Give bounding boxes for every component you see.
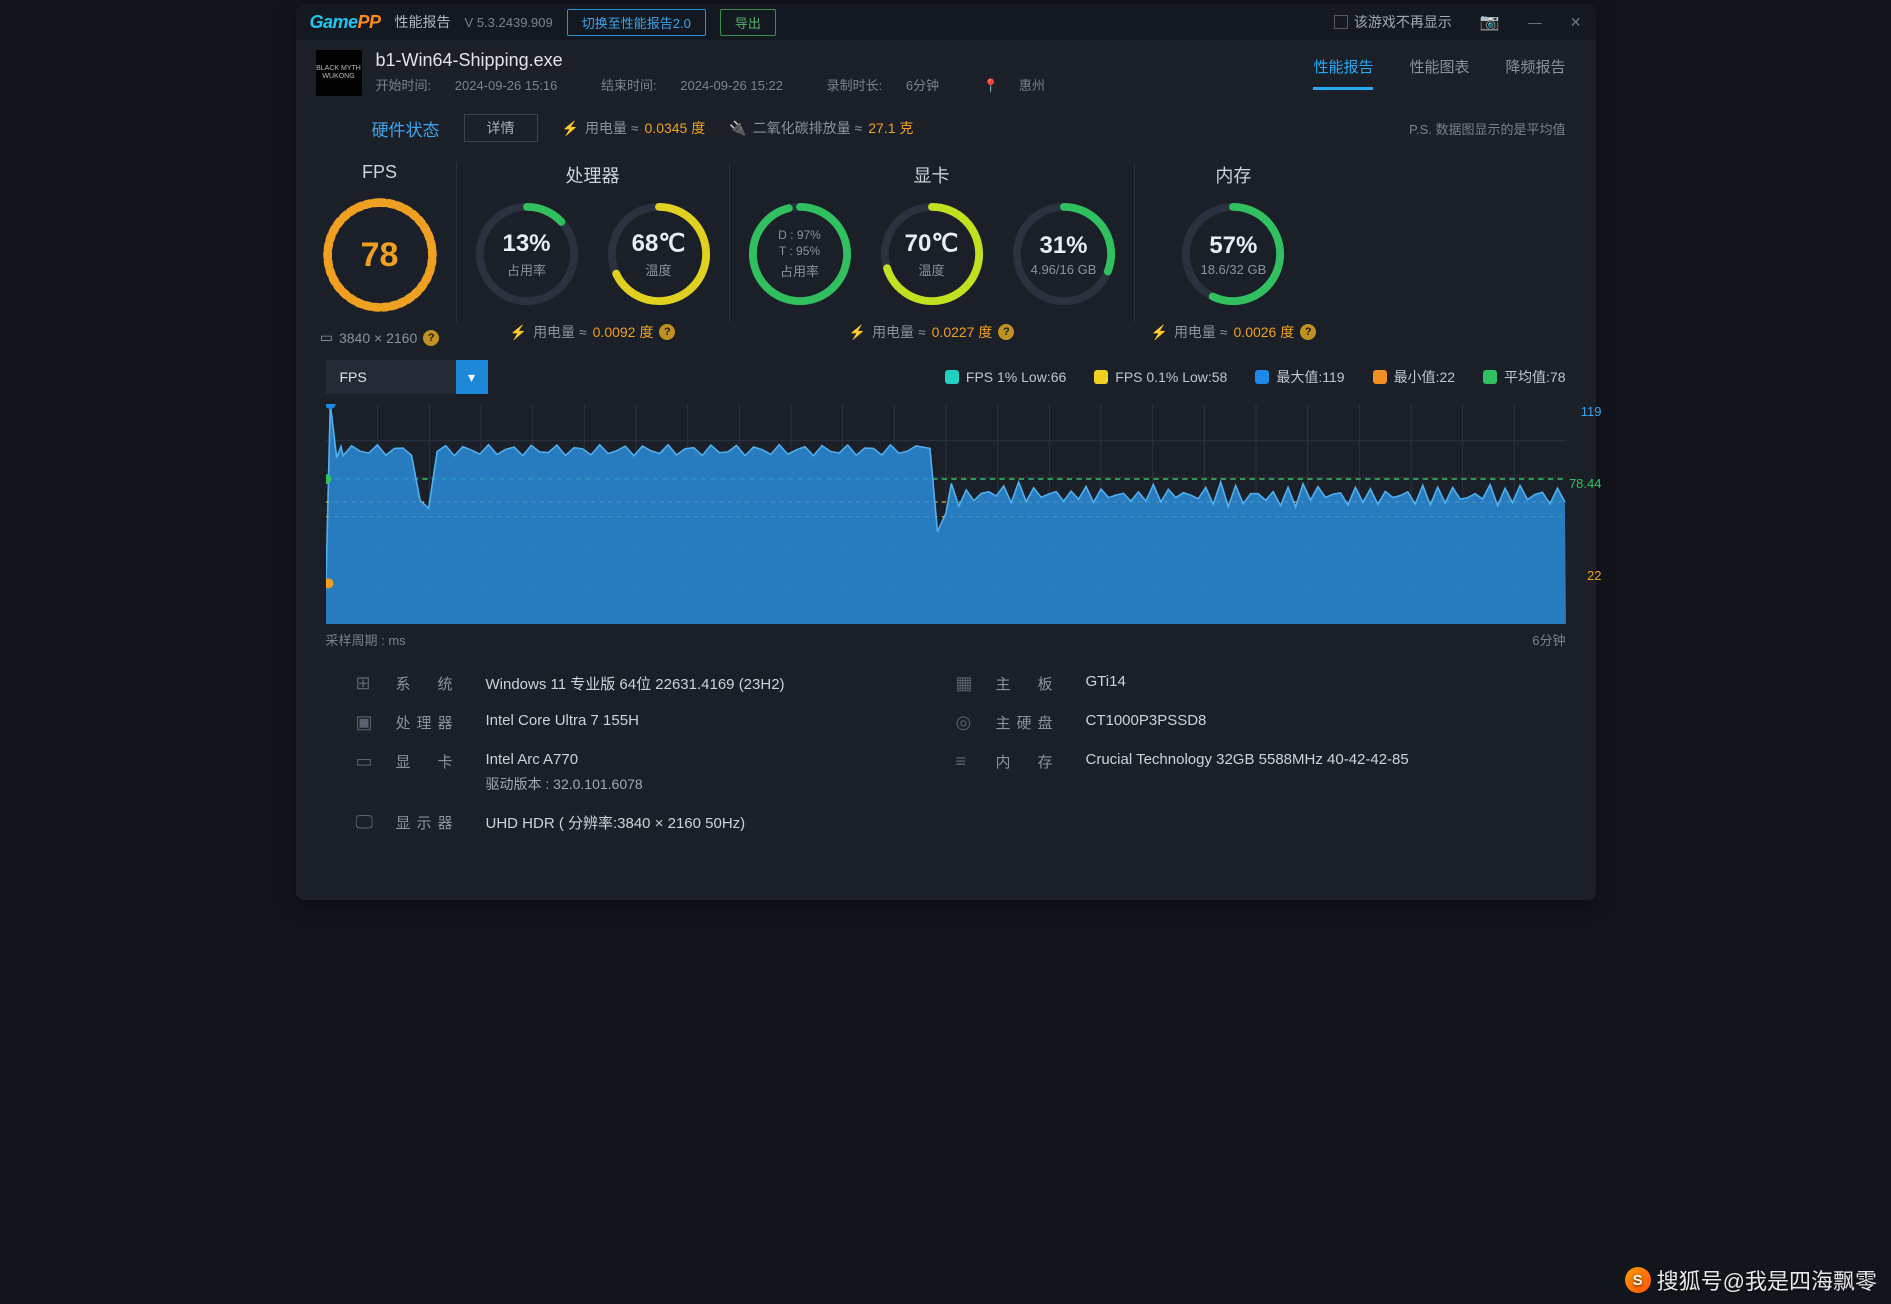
help-icon[interactable]: ? — [1300, 324, 1316, 340]
gauge: 70℃温度 — [878, 200, 986, 308]
ssd-value: CT1000P3PSSD8 — [1086, 712, 1556, 729]
fps-chart: 119 78.44 22 — [326, 404, 1566, 624]
cpu-group: 处理器13%占用率68℃温度⚡ 用电量 ≈ 0.0092 度 ? — [473, 162, 713, 342]
report-title: 性能报告 — [395, 12, 451, 32]
version-text: V 5.3.2439.909 — [465, 15, 553, 30]
memory-group: 内存57%18.6/32 GB⚡ 用电量 ≈ 0.0026 度 ? — [1151, 162, 1317, 342]
y-axis-max: 119 — [1581, 404, 1602, 419]
memory-label: 内 存 — [996, 751, 1086, 772]
motherboard-icon: ▦ — [956, 673, 996, 694]
legend-01pct-low: FPS 0.1% Low:58 — [1094, 369, 1227, 385]
plug-icon: 🔌 — [729, 120, 746, 137]
gpu-icon: ▭ — [356, 751, 396, 772]
legend-min: 最小值:22 — [1373, 367, 1455, 387]
detail-button[interactable]: 详情 — [464, 114, 538, 142]
ps-note: P.S. 数据图显示的是平均值 — [1409, 119, 1566, 138]
display-value: UHD HDR ( 分辨率:3840 × 2160 50Hz) — [486, 812, 956, 833]
display-icon: 🖵 — [356, 812, 396, 833]
resolution-icon: ▭ — [320, 329, 333, 346]
gauge: 13%占用率 — [473, 200, 581, 308]
os-value: Windows 11 专业版 64位 22631.4169 (23H2) — [486, 673, 956, 694]
minimize-icon[interactable]: — — [1528, 14, 1542, 30]
gauge: 68℃温度 — [605, 200, 713, 308]
legend-max: 最大值:119 — [1255, 367, 1344, 387]
gauge: 57%18.6/32 GB — [1179, 200, 1287, 308]
export-button[interactable]: 导出 — [720, 9, 776, 36]
gauge: 31%4.96/16 GB — [1010, 200, 1118, 308]
memory-icon: ≡ — [956, 751, 996, 772]
chart-x-left: 采样周期 : ms — [326, 630, 406, 649]
display-label: 显示器 — [396, 812, 486, 833]
gauge: 78 — [320, 195, 440, 315]
watermark: S搜狐号@我是四海飘零 — [1625, 1264, 1877, 1296]
bolt-icon: ⚡ — [849, 324, 866, 341]
legend-avg: 平均值:78 — [1483, 367, 1565, 387]
motherboard-label: 主 板 — [996, 673, 1086, 694]
cpu-value: Intel Core Ultra 7 155H — [486, 712, 956, 729]
bolt-icon: ⚡ — [510, 324, 527, 341]
y-axis-avg: 78.44 — [1569, 476, 1602, 491]
exe-name: b1-Win64-Shipping.exe — [376, 50, 1300, 71]
gpu-value: Intel Arc A770驱动版本 : 32.0.101.6078 — [486, 751, 956, 794]
help-icon[interactable]: ? — [423, 330, 439, 346]
switch-report-button[interactable]: 切换至性能报告2.0 — [567, 9, 706, 36]
tab-throttle-report[interactable]: 降频报告 — [1505, 56, 1565, 90]
cpu-label: 处理器 — [396, 712, 486, 733]
power-consumption: ⚡用电量 ≈ 0.0345 度 — [562, 118, 706, 138]
location-icon: 📍 — [983, 78, 999, 93]
y-axis-min: 22 — [1587, 568, 1601, 583]
tab-performance-chart[interactable]: 性能图表 — [1409, 56, 1469, 90]
game-thumbnail: BLACK MYTH WUKONG — [316, 50, 362, 96]
gauge: D : 97%T : 95%占用率 — [746, 200, 854, 308]
titlebar: GamePP 性能报告 V 5.3.2439.909 切换至性能报告2.0 导出… — [296, 4, 1596, 40]
bolt-icon: ⚡ — [562, 120, 579, 137]
gpu-group: 显卡D : 97%T : 95%占用率70℃温度31%4.96/16 GB⚡ 用… — [746, 162, 1118, 342]
co2-emission: 🔌二氧化碳排放量 ≈ 27.1 克 — [729, 118, 913, 138]
legend-1pct-low: FPS 1% Low:66 — [945, 369, 1066, 385]
os-label: 系 统 — [396, 673, 486, 694]
hide-game-checkbox[interactable]: 该游戏不再显示 — [1334, 12, 1452, 32]
help-icon[interactable]: ? — [998, 324, 1014, 340]
os-icon: ⊞ — [356, 673, 396, 694]
motherboard-value: GTi14 — [1086, 673, 1556, 690]
chart-metric-selector[interactable]: FPS ▾ — [326, 360, 488, 394]
gpu-label: 显 卡 — [396, 751, 486, 772]
chevron-down-icon[interactable]: ▾ — [456, 360, 488, 394]
ssd-icon: ◎ — [956, 712, 996, 733]
cpu-icon: ▣ — [356, 712, 396, 733]
session-meta: 开始时间: 2024-09-26 15:16 结束时间: 2024-09-26 … — [376, 75, 1300, 94]
hardware-status-label: 硬件状态 — [372, 116, 440, 141]
fps-group: FPS78▭ 3840 × 2160 ? — [320, 162, 440, 346]
ssd-label: 主硬盘 — [996, 712, 1086, 733]
app-logo: GamePP — [310, 12, 381, 33]
close-icon[interactable]: ✕ — [1570, 14, 1582, 31]
camera-icon[interactable]: 📷 — [1480, 12, 1500, 32]
memory-value: Crucial Technology 32GB 5588MHz 40-42-42… — [1086, 751, 1556, 768]
help-icon[interactable]: ? — [659, 324, 675, 340]
bolt-icon: ⚡ — [1151, 324, 1168, 341]
chart-x-right: 6分钟 — [1532, 630, 1565, 649]
tab-performance-report[interactable]: 性能报告 — [1313, 56, 1373, 90]
